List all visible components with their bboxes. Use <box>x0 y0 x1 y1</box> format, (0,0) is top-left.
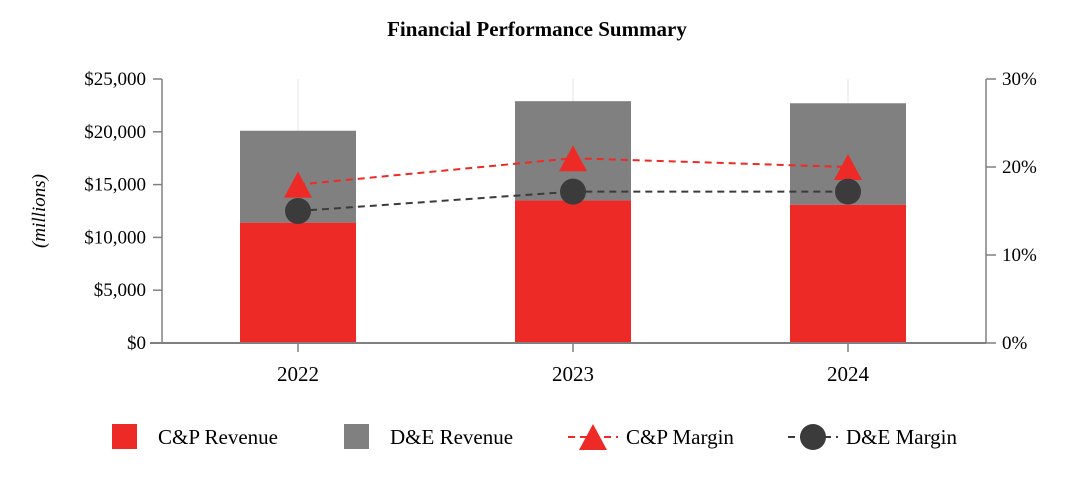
de-margin-line <box>297 190 848 212</box>
legend-de-margin-label: D&E Margin <box>846 425 958 449</box>
y-right-tick-label: 30% <box>1002 69 1037 90</box>
legend-cp-margin-label: C&P Margin <box>626 425 734 449</box>
legend-cp-revenue-swatch <box>112 424 137 449</box>
y-left-tick-label: $25,000 <box>84 69 146 90</box>
y-axis-label: (millions) <box>29 174 50 248</box>
x-tick-label: 2023 <box>552 362 594 386</box>
bar-cp-revenue <box>790 204 906 343</box>
y-right-tick-label: 20% <box>1002 157 1037 178</box>
de-margin-marker <box>835 178 861 205</box>
x-tick-label: 2024 <box>827 362 870 386</box>
bar-cp-revenue <box>515 200 631 343</box>
legend-de-margin-marker <box>800 424 826 450</box>
y-left-tick-label: $15,000 <box>84 175 146 196</box>
cp-margin-marker <box>834 154 862 180</box>
chart-title: Financial Performance Summary <box>387 17 687 41</box>
legend-cp-revenue-label: C&P Revenue <box>158 425 278 449</box>
y-right-tick-label: 10% <box>1002 245 1037 266</box>
legend-de-revenue-swatch <box>344 424 369 449</box>
y-left-tick-label: $10,000 <box>84 227 146 248</box>
y-left-tick-label: $0 <box>127 333 146 354</box>
de-margin-marker <box>560 178 586 205</box>
y-right-tick-label: 0% <box>1002 333 1028 354</box>
plot-area: $0 $5,000 $10,000 $15,000 $20,000 $25,000 0% 10… <box>84 69 1037 386</box>
legend: C&P Revenue D&E Revenue C&P Margin D&E Marg… <box>112 424 958 450</box>
y-left-tick-label: $5,000 <box>94 280 146 301</box>
x-tick-label: 2022 <box>277 362 319 386</box>
legend-de-revenue-label: D&E Revenue <box>390 425 513 449</box>
legend-cp-margin-marker <box>579 424 607 450</box>
cp-margin-marker <box>284 171 312 198</box>
bar-cp-revenue <box>240 222 356 343</box>
cp-margin-marker <box>559 145 587 172</box>
de-margin-marker <box>285 198 311 224</box>
y-left-tick-label: $20,000 <box>84 122 146 143</box>
